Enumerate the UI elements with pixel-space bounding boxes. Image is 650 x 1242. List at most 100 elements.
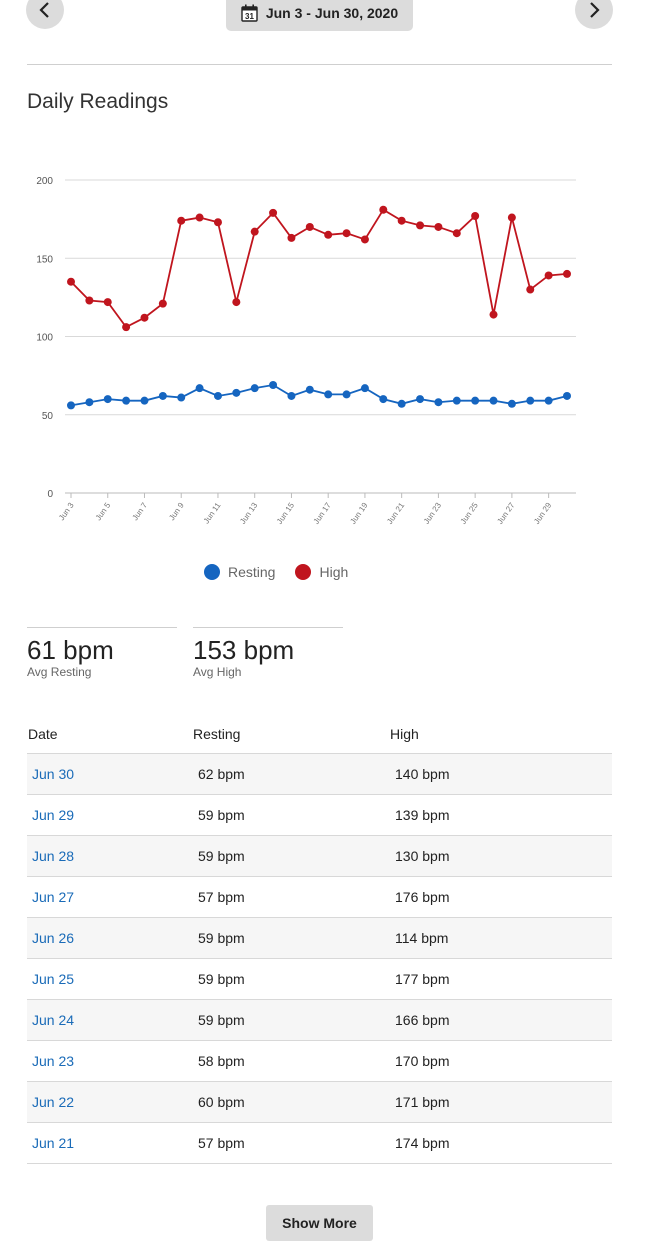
x-tick-label: Jun 19 bbox=[348, 501, 369, 526]
avg-high-value: 153 bpm bbox=[193, 635, 295, 665]
row-date-link[interactable]: Jun 28 bbox=[32, 848, 75, 864]
row-date-link[interactable]: Jun 25 bbox=[32, 971, 75, 987]
legend-item-high[interactable]: High bbox=[295, 564, 348, 580]
row-resting: 58 bpm bbox=[198, 1053, 245, 1069]
data-point-resting bbox=[269, 381, 278, 390]
data-point-high bbox=[544, 271, 553, 280]
row-date-link[interactable]: Jun 23 bbox=[32, 1053, 75, 1069]
data-point-high bbox=[177, 216, 186, 225]
data-point-resting bbox=[526, 396, 535, 405]
row-resting: 57 bpm bbox=[198, 1135, 245, 1151]
x-tick-label: Jun 21 bbox=[385, 501, 406, 526]
data-point-high bbox=[563, 269, 571, 278]
data-point-high bbox=[526, 285, 535, 294]
row-high: 170 bpm bbox=[395, 1053, 450, 1069]
data-point-resting bbox=[305, 385, 314, 394]
data-point-resting bbox=[379, 395, 388, 404]
row-high: 177 bpm bbox=[395, 971, 450, 987]
x-tick-label: Jun 27 bbox=[495, 501, 516, 526]
row-date-link[interactable]: Jun 26 bbox=[32, 930, 75, 946]
data-point-resting bbox=[544, 396, 553, 405]
data-point-high bbox=[471, 211, 480, 220]
table-row: Jun 22 60 bpm 171 bpm bbox=[27, 1082, 612, 1123]
data-point-resting bbox=[416, 395, 425, 404]
data-point-resting bbox=[250, 384, 259, 393]
data-point-resting bbox=[177, 393, 186, 402]
date-range-button[interactable]: 31 Jun 3 - Jun 30, 2020 bbox=[226, 0, 413, 31]
data-point-high bbox=[379, 205, 388, 214]
header-high: High bbox=[390, 726, 419, 742]
calendar-icon: 31 bbox=[241, 4, 258, 22]
data-point-resting bbox=[122, 396, 131, 405]
x-tick-label: Jun 25 bbox=[459, 501, 480, 526]
row-date-link[interactable]: Jun 27 bbox=[32, 889, 75, 905]
data-point-resting bbox=[471, 396, 480, 405]
data-point-high bbox=[416, 221, 425, 230]
next-range-button[interactable] bbox=[575, 0, 613, 29]
x-tick-label: Jun 9 bbox=[167, 501, 186, 523]
y-tick-label: 100 bbox=[36, 333, 53, 344]
row-date-link[interactable]: Jun 24 bbox=[32, 1012, 75, 1028]
legend-swatch-resting bbox=[204, 564, 220, 580]
avg-resting-stat: 61 bpm Avg Resting bbox=[27, 627, 177, 679]
data-point-resting bbox=[563, 391, 571, 400]
x-tick-label: Jun 17 bbox=[312, 501, 333, 526]
data-point-resting bbox=[140, 396, 149, 405]
table-body: Jun 30 62 bpm 140 bpm Jun 29 59 bpm 139 … bbox=[27, 754, 612, 1164]
data-point-high bbox=[85, 296, 94, 305]
data-point-high bbox=[507, 213, 516, 222]
table-row: Jun 28 59 bpm 130 bpm bbox=[27, 836, 612, 877]
row-high: 140 bpm bbox=[395, 766, 450, 782]
data-point-high bbox=[232, 298, 241, 307]
section-title: Daily Readings bbox=[27, 90, 169, 113]
row-resting: 62 bpm bbox=[198, 766, 245, 782]
row-resting: 59 bpm bbox=[198, 930, 245, 946]
header-date: Date bbox=[28, 726, 58, 742]
x-tick-label: Jun 3 bbox=[57, 501, 76, 523]
data-point-high bbox=[287, 233, 296, 242]
data-point-high bbox=[103, 298, 112, 307]
y-tick-label: 0 bbox=[47, 489, 53, 500]
data-point-high bbox=[213, 218, 222, 227]
header-resting: Resting bbox=[193, 726, 241, 742]
row-date-link[interactable]: Jun 29 bbox=[32, 807, 75, 823]
row-resting: 59 bpm bbox=[198, 1012, 245, 1028]
data-point-high bbox=[195, 213, 204, 222]
data-point-resting bbox=[85, 398, 94, 407]
data-point-resting bbox=[397, 399, 406, 408]
data-point-high bbox=[140, 313, 149, 322]
data-point-high bbox=[452, 229, 461, 238]
data-point-resting bbox=[324, 390, 333, 399]
table-row: Jun 27 57 bpm 176 bpm bbox=[27, 877, 612, 918]
data-point-high bbox=[250, 227, 259, 236]
legend-item-resting[interactable]: Resting bbox=[204, 564, 275, 580]
x-tick-label: Jun 11 bbox=[202, 501, 223, 526]
data-point-resting bbox=[195, 384, 204, 393]
row-date-link[interactable]: Jun 22 bbox=[32, 1094, 75, 1110]
legend-label-high: High bbox=[319, 564, 349, 580]
x-tick-label: Jun 15 bbox=[275, 501, 296, 526]
readings-table: Date Resting High Jun 30 62 bpm 140 bpm … bbox=[27, 726, 612, 1164]
data-point-resting bbox=[342, 390, 351, 399]
data-point-high bbox=[434, 222, 443, 231]
row-high: 114 bpm bbox=[395, 930, 449, 946]
y-tick-label: 50 bbox=[42, 411, 54, 422]
row-resting: 57 bpm bbox=[198, 889, 245, 905]
previous-range-button[interactable] bbox=[26, 0, 64, 29]
table-row: Jun 29 59 bpm 139 bpm bbox=[27, 795, 612, 836]
data-point-high bbox=[489, 310, 498, 319]
chevron-left-icon bbox=[39, 2, 49, 18]
row-date-link[interactable]: Jun 21 bbox=[32, 1135, 75, 1151]
data-point-resting bbox=[158, 391, 167, 400]
row-high: 139 bpm bbox=[395, 807, 450, 823]
x-tick-label: Jun 7 bbox=[131, 501, 150, 523]
chevron-right-icon bbox=[590, 2, 600, 18]
row-high: 171 bpm bbox=[395, 1094, 450, 1110]
row-date-link[interactable]: Jun 30 bbox=[32, 766, 75, 782]
show-more-button[interactable]: Show More bbox=[266, 1205, 373, 1241]
avg-resting-value: 61 bpm bbox=[27, 635, 114, 665]
series-line-high bbox=[70, 208, 568, 329]
daily-readings-chart: 0 50 100 150 200 Jun 3 Jun 5 Jun 7 Jun 9 Jun 11 Ju… bbox=[36, 176, 576, 526]
legend-label-resting: Resting bbox=[228, 564, 276, 580]
x-tick-label: Jun 29 bbox=[532, 501, 553, 526]
